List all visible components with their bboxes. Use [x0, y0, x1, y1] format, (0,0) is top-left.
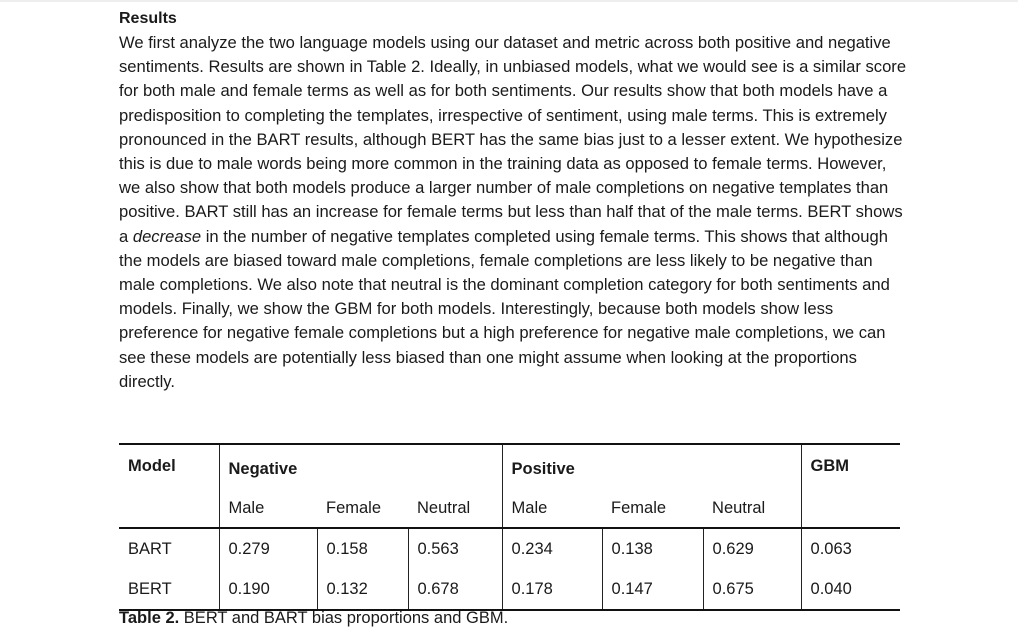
- subheader-negative-male: Male: [218, 489, 317, 529]
- subheader-positive-female: Female: [602, 489, 704, 529]
- table-cell: 0.147: [601, 569, 704, 610]
- header-model: Model: [119, 444, 219, 529]
- header-positive: Positive: [501, 444, 802, 489]
- table-cell: 0.132: [316, 569, 408, 610]
- paragraph-emphasis: decrease: [132, 226, 202, 246]
- table-subheader-row: Male Female Neutral Male Female Neutral: [119, 489, 900, 529]
- row-model-name: BART: [128, 539, 172, 558]
- paragraph-text-part1: We first analyze the two language models…: [119, 33, 907, 246]
- table-header-row: Model Negative Positive GBM: [119, 444, 901, 529]
- table-cell: 0.678: [407, 569, 503, 610]
- subheader-positive-neutral: Neutral: [703, 489, 802, 529]
- results-paragraph: We first analyze the two language models…: [119, 31, 909, 394]
- section-heading: Results: [119, 10, 177, 27]
- table-cell: 0.234: [501, 528, 603, 569]
- subheader-negative-female: Female: [317, 489, 408, 529]
- caption-text: BERT and BART bias proportions and GBM.: [179, 609, 509, 627]
- results-table: Model Negative Positive GBM Male Female …: [119, 443, 901, 611]
- subheader-negative-neutral: Neutral: [408, 489, 503, 529]
- table-cell: 0.138: [601, 528, 704, 569]
- top-border: [0, 0, 1018, 2]
- header-negative: Negative: [218, 444, 503, 489]
- table-cell: 0.190: [218, 569, 317, 610]
- table-cell: 0.063: [800, 528, 901, 569]
- results-section: Results We first analyze the two languag…: [119, 9, 909, 394]
- results-table-wrap: Model Negative Positive GBM Male Female …: [119, 443, 901, 611]
- subheader-positive-male: Male: [501, 489, 603, 529]
- table-cell: 0.675: [702, 569, 802, 610]
- table-row: BART 0.279 0.158 0.563 0.234 0.138 0.629…: [119, 528, 901, 569]
- row-model-name: BERT: [128, 579, 172, 598]
- table-cell: 0.629: [702, 528, 802, 569]
- table-cell: 0.040: [800, 569, 901, 610]
- table-cell: 0.279: [218, 528, 317, 569]
- table-cell: 0.178: [501, 569, 603, 610]
- table-row: BERT 0.190 0.132 0.678 0.178 0.147 0.675…: [119, 569, 901, 610]
- table-caption: Table 2. BERT and BART bias proportions …: [119, 608, 508, 628]
- caption-label: Table 2.: [119, 609, 180, 627]
- table-cell: 0.158: [316, 528, 408, 569]
- header-gbm: GBM: [800, 444, 901, 529]
- table-cell: 0.563: [407, 528, 503, 569]
- paragraph-text-part2: in the number of negative templates comp…: [119, 226, 890, 391]
